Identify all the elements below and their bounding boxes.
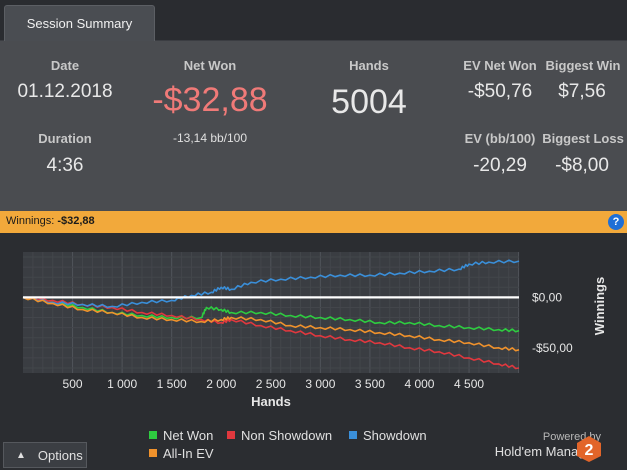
net-won-value: -$32,88	[152, 81, 268, 119]
x-tick-label: 1 500	[157, 377, 187, 391]
duration-value: 4:36	[46, 155, 84, 176]
y-tick-label: -$50,00	[532, 341, 573, 355]
winnings-bar: Winnings: -$32,88 ?	[0, 211, 627, 233]
x-tick-label: 500	[63, 377, 83, 391]
logo-number: 2	[585, 442, 594, 459]
duration-label: Duration	[38, 131, 92, 146]
help-icon-glyph: ?	[612, 216, 620, 228]
x-axis-label: Hands	[251, 394, 291, 409]
options-label: Options	[37, 447, 83, 463]
hands-value: 5004	[331, 83, 407, 121]
legend-all-in-ev-label: All-In EV	[163, 446, 214, 461]
legend-showdown[interactable]: Showdown	[349, 428, 427, 443]
date-label: Date	[50, 58, 80, 73]
legend-net-won-label: Net Won	[163, 428, 214, 443]
hem2-logo-icon: 2	[577, 436, 601, 462]
ev-bb100-value: -20,29	[473, 155, 527, 176]
legend-all-in-ev[interactable]: All-In EV	[149, 446, 214, 461]
x-tick-label: 2 000	[206, 377, 236, 391]
x-tick-label: 2 500	[256, 377, 286, 391]
brand-name: Hold'em Manager	[494, 444, 597, 459]
winnings-value: -$32,88	[57, 215, 95, 227]
winnings-label: Winnings:	[6, 215, 55, 227]
chart-area: 500 1 000 1 500 2 000 2 500 3 000 3 500 4 000 4 …	[0, 233, 627, 470]
winnings-chart: 500 1 000 1 500 2 000 2 500 3 000 3 500 4 000 4 …	[22, 252, 607, 409]
biggest-win-label: Biggest Win	[545, 58, 621, 73]
legend-non-showdown-swatch	[227, 431, 235, 439]
x-tick-label: 4 500	[454, 377, 484, 391]
x-tick-label: 4 000	[404, 377, 434, 391]
legend-net-won[interactable]: Net Won	[149, 428, 213, 443]
ev-bb100-label: EV (bb/100)	[464, 131, 536, 146]
session-summary-panel: Date 01.12.2018 Duration 4:36 Net Won -$…	[0, 41, 627, 211]
legend-all-in-ev-swatch	[149, 449, 157, 457]
tab-session-summary[interactable]: Session Summary	[4, 5, 155, 41]
legend-net-won-swatch	[149, 431, 157, 439]
ev-net-won-label: EV Net Won	[463, 58, 537, 73]
date-value: 01.12.2018	[17, 81, 113, 102]
series-line-showdown	[22, 259, 520, 309]
legend-showdown-swatch	[349, 431, 357, 439]
legend-showdown-label: Showdown	[363, 428, 427, 443]
biggest-loss-value: -$8,00	[555, 155, 609, 176]
tab-bar: Session Summary	[0, 0, 627, 41]
legend-non-showdown-label: Non Showdown	[241, 428, 333, 443]
y-axis-label: Winnings	[592, 277, 607, 335]
y-tick-label: $0,00	[532, 290, 562, 304]
x-tick-label: 3 000	[305, 377, 335, 391]
net-won-label: Net Won	[183, 58, 237, 73]
options-button[interactable]: ▲ Options	[3, 442, 87, 468]
hands-label: Hands	[349, 58, 389, 73]
x-tick-label: 3 500	[355, 377, 385, 391]
series-line-all-in-ev	[22, 296, 520, 352]
winnings-text: Winnings: -$32,88	[6, 215, 95, 227]
biggest-loss-label: Biggest Loss	[542, 131, 624, 146]
x-tick-label: 1 000	[107, 377, 137, 391]
help-icon[interactable]: ?	[608, 214, 624, 230]
tab-label: Session Summary	[26, 16, 133, 31]
series-line-non-showdown	[22, 296, 520, 370]
ev-net-won-value: -$50,76	[467, 81, 533, 102]
biggest-win-value: $7,56	[558, 81, 606, 102]
chevron-up-icon: ▲	[16, 449, 26, 461]
net-won-bb100: -13,14 bb/100	[172, 131, 248, 145]
legend-non-showdown[interactable]: Non Showdown	[227, 428, 332, 443]
